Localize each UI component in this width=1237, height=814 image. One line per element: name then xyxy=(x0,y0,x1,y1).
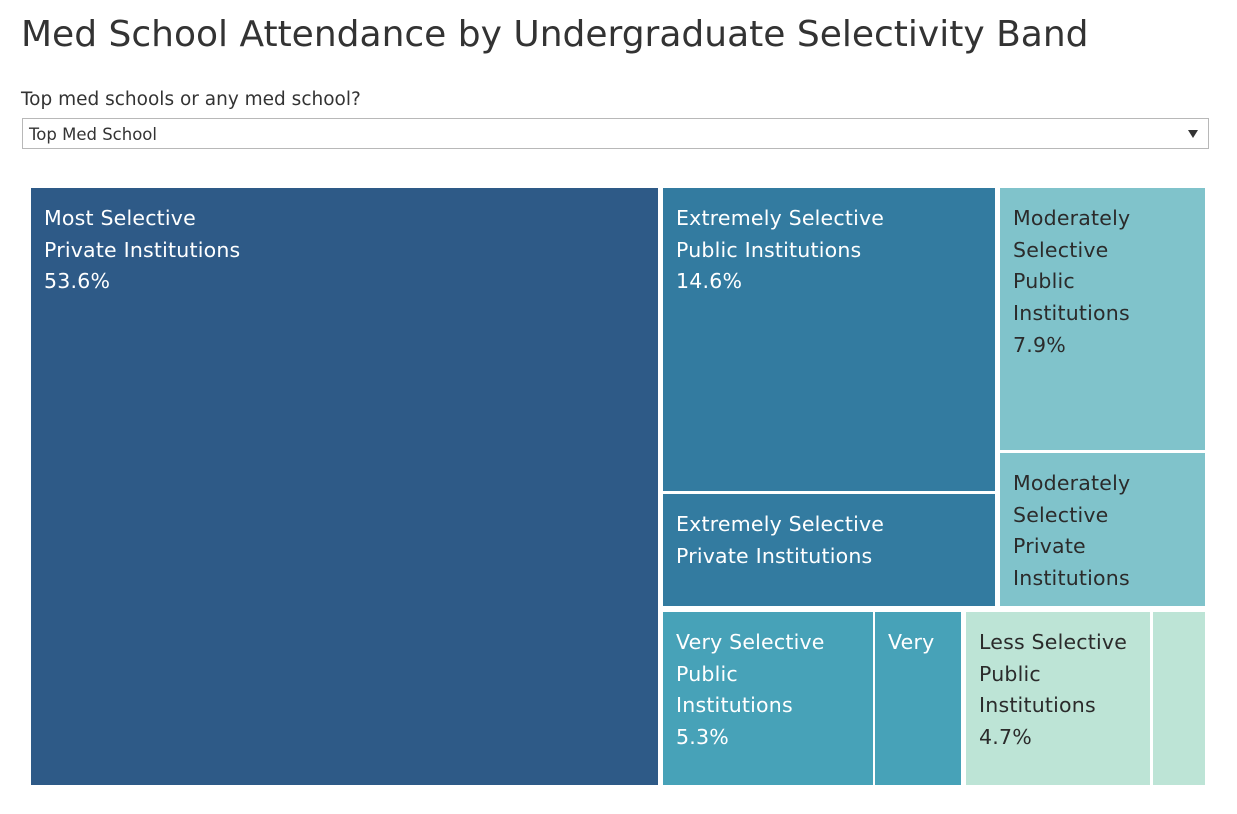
treemap-label-line: Public xyxy=(676,661,738,686)
treemap-label-line: Less Selective xyxy=(979,630,1128,654)
treemap-label-line: Private xyxy=(1013,534,1086,559)
treemap-cell-label: Extremely Selective Public Institutions 14… xyxy=(676,203,989,298)
dropdown-selected-value: Top Med School xyxy=(29,125,157,144)
treemap-label-line: Very xyxy=(888,630,935,654)
treemap-label-line: Very Selective xyxy=(676,630,825,654)
treemap-cell-label: Very xyxy=(888,627,955,659)
treemap-label-line: Most Selective xyxy=(44,206,196,230)
treemap-label-line: Selective xyxy=(1013,237,1109,262)
treemap-label-line: Moderately xyxy=(1013,471,1131,495)
treemap-value-label: 7.9% xyxy=(1013,332,1066,357)
treemap-label-line: Selective xyxy=(1013,502,1109,527)
treemap-value-label: 14.6% xyxy=(676,269,743,294)
treemap-label-line: Institutions xyxy=(1013,301,1130,326)
treemap-label-line: Public Institutions xyxy=(676,237,862,262)
treemap-cell-extremely-selective-public[interactable]: Extremely Selective Public Institutions 14… xyxy=(663,188,995,491)
filter-label: Top med schools or any med school? xyxy=(21,89,361,110)
treemap-value-label: 5.3% xyxy=(676,725,729,750)
treemap-cell-very-selective-private[interactable]: Very xyxy=(875,612,961,785)
treemap-label-line: Public xyxy=(979,661,1041,686)
treemap-label-line: Extremely Selective xyxy=(676,206,885,230)
page-title: Med School Attendance by Undergraduate S… xyxy=(21,14,1089,55)
treemap-label-line: Institutions xyxy=(979,693,1096,718)
treemap-cell-moderately-selective-public[interactable]: Moderately Selective Public Institutions 7.9… xyxy=(1000,188,1205,450)
treemap-value-label: 53.6% xyxy=(44,269,111,294)
treemap-cell-moderately-selective-private[interactable]: Moderately Selective Private Institutions xyxy=(1000,453,1205,606)
treemap-label-line: Extremely Selective xyxy=(676,512,885,536)
treemap-cell-most-selective-private[interactable]: Most Selective Private Institutions 53.6% xyxy=(31,188,658,785)
treemap-cell-less-selective-private[interactable] xyxy=(1153,612,1205,785)
treemap-label-line: Institutions xyxy=(676,693,793,718)
treemap-label-line: Institutions xyxy=(1013,566,1130,591)
treemap-label-line: Private Institutions xyxy=(44,237,241,262)
treemap-cell-label: Most Selective Private Institutions 53.6% xyxy=(44,203,652,298)
med-school-filter-dropdown[interactable]: Top Med School xyxy=(22,118,1209,149)
treemap-cell-label: Less Selective Public Institutions 4.7% xyxy=(979,627,1144,754)
treemap-label-line: Moderately xyxy=(1013,206,1131,230)
treemap-label-line: Public xyxy=(1013,269,1075,294)
treemap-value-label: 4.7% xyxy=(979,725,1032,750)
caret-down-icon[interactable] xyxy=(1188,130,1198,138)
treemap-cell-label: Very Selective Public Institutions 5.3% xyxy=(676,627,867,754)
treemap-cell-very-selective-public[interactable]: Very Selective Public Institutions 5.3% xyxy=(663,612,873,785)
treemap-cell-label: Moderately Selective Private Institutions xyxy=(1013,468,1199,595)
treemap-cell-less-selective-public[interactable]: Less Selective Public Institutions 4.7% xyxy=(966,612,1150,785)
treemap-cell-extremely-selective-private[interactable]: Extremely Selective Private Institutions xyxy=(663,494,995,606)
treemap-cell-label: Moderately Selective Public Institutions 7.9… xyxy=(1013,203,1199,362)
treemap-cell-label: Extremely Selective Private Institutions xyxy=(676,509,989,572)
treemap-label-line: Private Institutions xyxy=(676,543,873,568)
